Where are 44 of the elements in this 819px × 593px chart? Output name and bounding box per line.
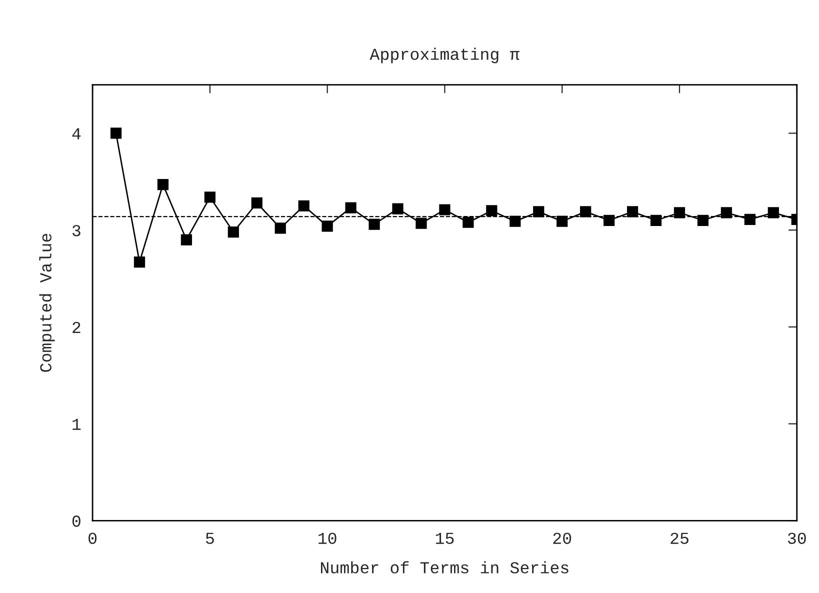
x-tick-label: 30 xyxy=(788,532,806,544)
point xyxy=(674,207,686,218)
x-tick-label: 5 xyxy=(206,532,214,544)
point xyxy=(251,197,262,209)
y-tick-label: 3 xyxy=(72,224,80,236)
point xyxy=(533,206,544,218)
point xyxy=(720,207,732,218)
x-tick-label: 25 xyxy=(670,532,688,544)
point xyxy=(744,214,756,225)
point xyxy=(322,220,333,232)
point xyxy=(298,200,310,212)
point xyxy=(110,128,122,139)
point xyxy=(134,256,146,268)
point xyxy=(626,206,638,218)
y-axis-title: Computed Value xyxy=(39,234,55,372)
point xyxy=(416,218,427,229)
point xyxy=(604,214,615,226)
point xyxy=(204,192,216,203)
point xyxy=(510,216,521,227)
point xyxy=(368,218,380,230)
y-tick-label: 4 xyxy=(72,128,81,140)
x-axis-title: Number of Terms in Series xyxy=(321,561,568,574)
y-tick-label: 1 xyxy=(72,418,81,430)
x-tick-label: 0 xyxy=(88,532,97,544)
point xyxy=(650,214,662,226)
point xyxy=(157,179,169,190)
point xyxy=(556,216,568,227)
point xyxy=(486,205,498,216)
x-tick-label: 15 xyxy=(436,532,454,544)
point xyxy=(180,234,192,246)
point xyxy=(228,226,239,238)
chart-title: Approximating π xyxy=(370,48,520,64)
point xyxy=(392,203,404,214)
x-tick-label: 10 xyxy=(318,532,336,544)
point xyxy=(439,204,450,216)
x-tick-label: 20 xyxy=(553,532,572,544)
point xyxy=(274,222,286,234)
point xyxy=(697,214,709,226)
point xyxy=(462,216,474,228)
y-tick-label: 2 xyxy=(72,322,80,333)
y-tick-label: 0 xyxy=(72,516,80,527)
point xyxy=(345,202,356,214)
point xyxy=(580,206,592,218)
point xyxy=(768,207,779,218)
